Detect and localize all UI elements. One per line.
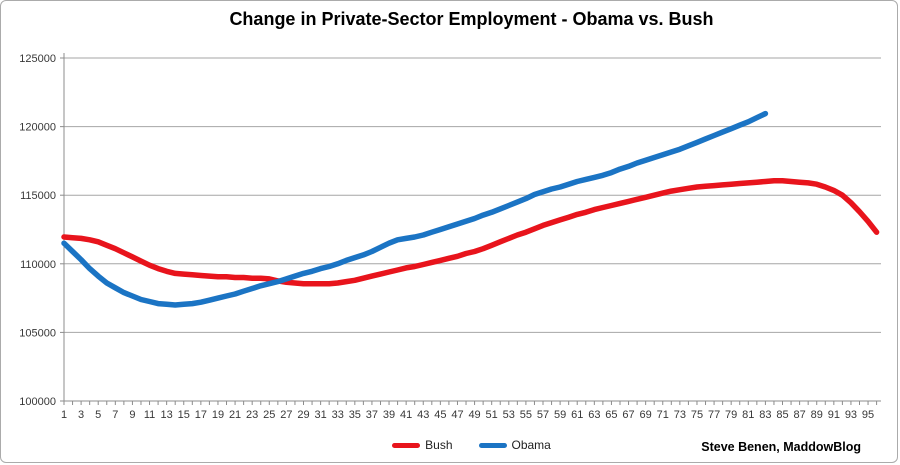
x-axis-labels: 1 3 5 7 9 11 13 15 17 19 21 23 25 27 29 31 33 35 37 39 41 43 4… [61,409,874,421]
x-tick-label: 73 [674,409,686,421]
x-tick-label: 39 [383,409,395,421]
x-tick-label: 3 [78,409,84,421]
x-tick-label: 79 [725,409,737,421]
x-tick-label: 93 [845,409,857,421]
x-tick-label: 27 [280,409,292,421]
y-tick-label: 105000 [19,327,56,339]
x-tick-label: 21 [229,409,241,421]
x-tick-label: 83 [759,409,771,421]
x-tick-label: 7 [112,409,118,421]
x-tick-label: 57 [537,409,549,421]
x-tick-label: 5 [95,409,101,421]
x-tick-label: 67 [622,409,634,421]
x-tick-label: 85 [776,409,788,421]
x-tick-label: 69 [640,409,652,421]
x-tick-label: 47 [451,409,463,421]
x-tick-label: 55 [520,409,532,421]
x-tick-label: 81 [742,409,754,421]
x-tick-label: 31 [314,409,326,421]
x-tick-label: 13 [161,409,173,421]
y-axis-labels: 100000 105000 110000 115000 120000 125000 [19,53,56,408]
x-tick-label: 63 [588,409,600,421]
x-tick-label: 87 [793,409,805,421]
x-tick-label: 75 [691,409,703,421]
x-tick-label: 89 [811,409,823,421]
x-tick-label: 15 [178,409,190,421]
x-tick-label: 33 [332,409,344,421]
x-tick-label: 71 [657,409,669,421]
y-tick-label: 100000 [19,396,56,408]
axes [60,53,881,405]
x-tick-label: 61 [571,409,583,421]
x-tick-label: 51 [486,409,498,421]
y-tick-label: 120000 [19,122,56,134]
x-tick-label: 23 [246,409,258,421]
x-tick-label: 17 [195,409,207,421]
y-tick-label: 125000 [19,53,56,65]
x-tick-label: 65 [605,409,617,421]
chart-credit: Steve Benen, MaddowBlog [701,440,861,454]
x-tick-label: 19 [212,409,224,421]
y-tick-label: 115000 [20,190,56,202]
x-tick-label: 11 [144,409,155,421]
x-tick-label: 45 [434,409,446,421]
data-series-lines [61,110,880,308]
y-tick-label: 110000 [20,259,56,271]
x-tick-label: 25 [263,409,275,421]
x-tick-label: 41 [400,409,412,421]
x-tick-label: 53 [503,409,515,421]
x-tick-label: 91 [828,409,840,421]
x-tick-label: 43 [417,409,429,421]
x-tick-label: 29 [297,409,309,421]
bush-line [61,178,880,287]
chart-title: Change in Private-Sector Employment - Ob… [229,9,714,29]
obama-line [61,110,769,308]
x-tick-label: 9 [129,409,135,421]
x-tick-label: 35 [349,409,361,421]
x-tick-label: 77 [708,409,720,421]
x-tick-label: 49 [468,409,480,421]
gridlines [64,57,881,333]
x-tick-label: 95 [862,409,874,421]
x-tick-label: 1 [61,409,67,421]
x-tick-label: 37 [366,409,378,421]
x-tick-label: 59 [554,409,566,421]
